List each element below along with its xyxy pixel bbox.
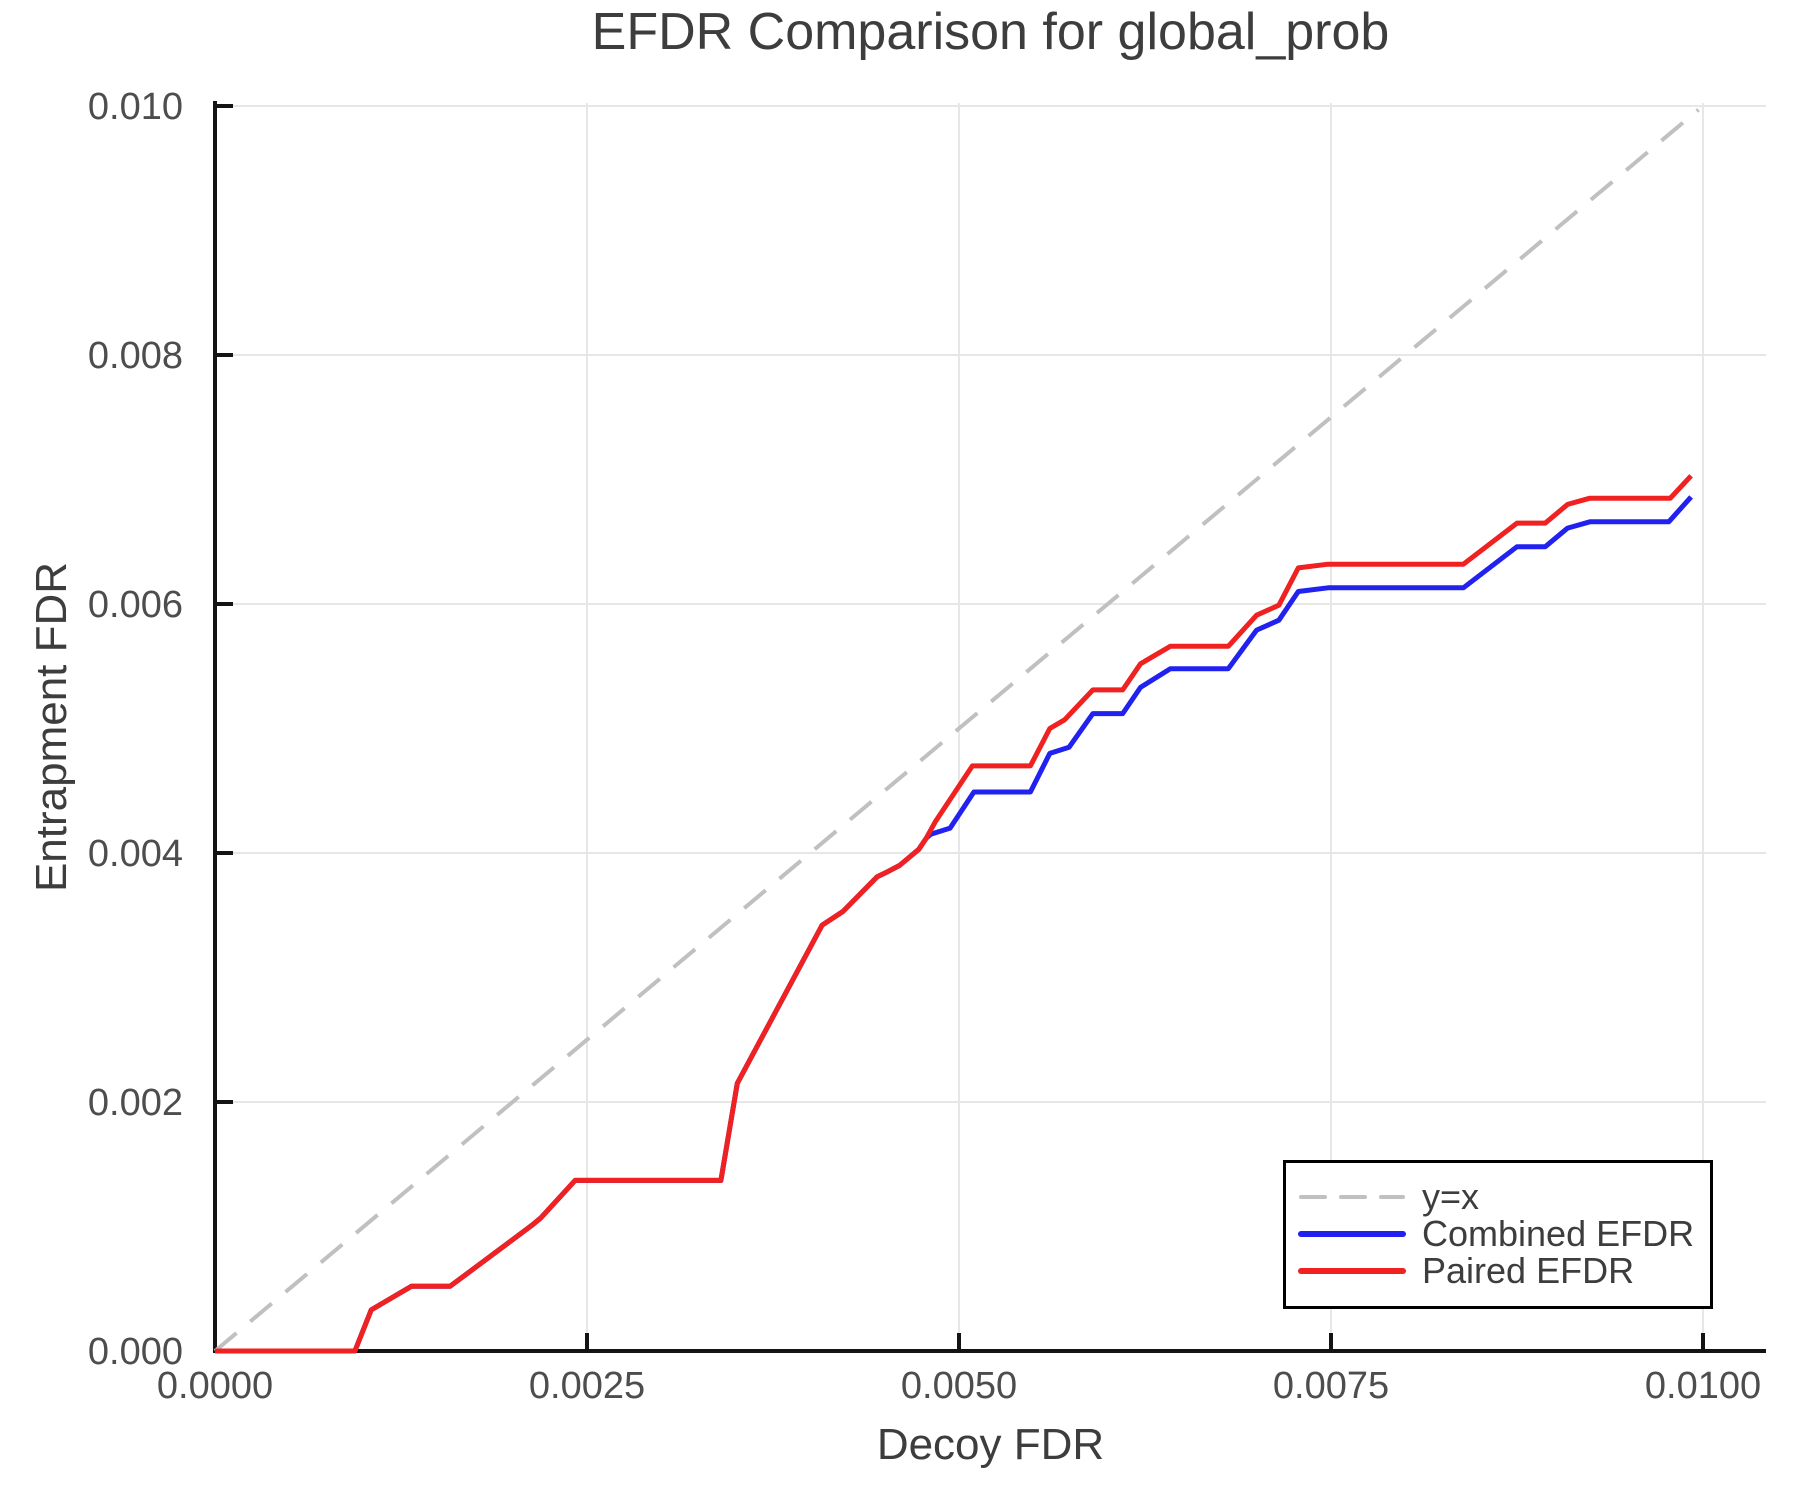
- legend-item-label: Paired EFDR: [1422, 1249, 1635, 1291]
- legend-item: Combined EFDR: [1298, 1215, 1710, 1252]
- y-tick-label: 0.006: [88, 584, 183, 626]
- y-tick-label: 0.008: [88, 335, 183, 377]
- legend-item: Paired EFDR: [1298, 1252, 1710, 1289]
- legend-item-label: Combined EFDR: [1422, 1212, 1695, 1254]
- legend-item: y=x: [1298, 1178, 1710, 1215]
- y-tick-label: 0.000: [88, 1331, 183, 1373]
- x-tick-label: 0.0100: [1645, 1365, 1761, 1407]
- y-tick-label: 0.004: [88, 833, 183, 875]
- legend: y=x Combined EFDR Paired EFDR: [1283, 1160, 1713, 1309]
- legend-item-label: y=x: [1422, 1175, 1480, 1217]
- x-axis-label: Decoy FDR: [876, 1420, 1105, 1469]
- legend-sample-line: [1298, 1230, 1406, 1237]
- x-tick-label: 0.0075: [1273, 1365, 1389, 1407]
- x-tick-label: 0.0050: [901, 1365, 1017, 1407]
- legend-sample-line: [1299, 1194, 1405, 1199]
- series-line-y-x: [213, 108, 1700, 1353]
- series-line-paired-efdr: [215, 474, 1693, 1354]
- chart-title: EFDR Comparison for global_prob: [591, 3, 1390, 61]
- y-axis-label: Entrapment FDR: [27, 561, 76, 893]
- x-tick-label: 0.0000: [157, 1365, 273, 1407]
- x-tick-label: 0.0025: [529, 1365, 645, 1407]
- y-tick-label: 0.010: [88, 86, 183, 128]
- y-tick-label: 0.002: [88, 1082, 183, 1124]
- legend-sample-line: [1298, 1267, 1406, 1274]
